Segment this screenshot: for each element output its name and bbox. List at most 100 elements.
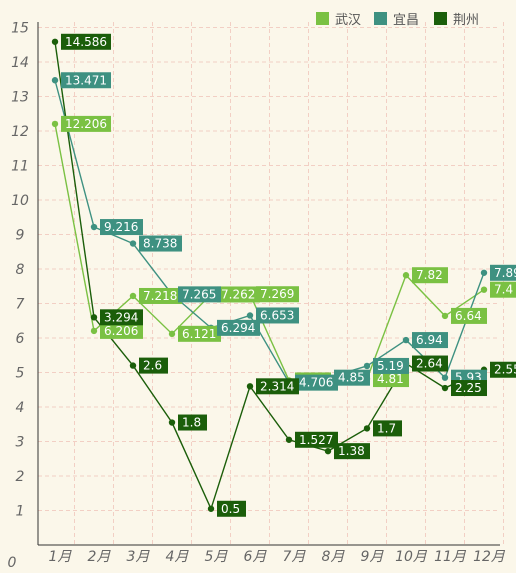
data-label-box — [373, 420, 402, 437]
data-label-box — [100, 309, 143, 326]
data-label: 0.5 — [221, 502, 240, 516]
data-label: 4.706 — [299, 376, 333, 390]
x-tick-label: 4月 — [166, 549, 190, 565]
y-tick-label: 14 — [11, 55, 29, 71]
data-label-box — [451, 380, 487, 397]
data-label: 1.7 — [377, 421, 396, 435]
data-label: 7.269 — [260, 287, 294, 301]
data-point — [129, 362, 137, 369]
data-point — [246, 312, 254, 319]
y-tick-label: 15 — [11, 21, 29, 37]
data-point — [129, 292, 137, 300]
y-tick-label: 9 — [16, 228, 25, 244]
data-label-box — [139, 357, 168, 374]
data-label-box — [178, 286, 221, 303]
data-point — [246, 383, 254, 390]
y-tick-label: 2 — [16, 469, 25, 485]
data-label-box — [412, 355, 448, 372]
data-point — [90, 327, 98, 335]
data-point — [207, 505, 215, 512]
data-labels-3: 14.586 3.294 2.6 1.8 0.5 2.314 1.527 1.38 1.7 2.6… — [61, 33, 516, 517]
x-tick-label: 10月 — [395, 549, 428, 565]
data-label: 1.527 — [299, 433, 333, 447]
data-label: 2.55 — [494, 363, 516, 377]
data-point — [441, 384, 449, 392]
data-label-box — [373, 357, 409, 374]
data-point — [51, 77, 59, 84]
data-label-box — [217, 286, 260, 303]
data-point — [324, 447, 332, 455]
data-label: 6.206 — [104, 324, 138, 338]
data-point — [480, 286, 488, 293]
data-label-box — [334, 443, 370, 460]
legend-label: 荆州 — [453, 12, 479, 28]
data-point — [363, 362, 371, 370]
data-label: 6.653 — [260, 308, 294, 322]
data-label: 7.218 — [143, 289, 177, 303]
data-label-box — [490, 281, 516, 298]
data-point — [441, 312, 449, 320]
data-point — [90, 223, 98, 231]
data-label: 6.121 — [182, 327, 216, 341]
data-label: 6.94 — [416, 333, 443, 347]
grid — [38, 22, 504, 545]
data-point — [363, 425, 371, 432]
data-label: 2.6 — [143, 359, 162, 373]
data-label-box — [139, 235, 182, 252]
x-tick-label: 6月 — [244, 549, 268, 565]
legend-swatch — [374, 12, 387, 25]
data-label: 13.471 — [65, 73, 107, 87]
data-label: 6.64 — [455, 309, 482, 323]
legend-label: 宜昌 — [393, 13, 419, 28]
y-tick-label: 7 — [16, 297, 25, 313]
data-point — [402, 272, 410, 279]
data-label-box — [61, 33, 111, 50]
data-point — [441, 374, 449, 381]
y-tick-label: 8 — [16, 262, 25, 278]
data-label: 8.738 — [143, 237, 177, 251]
data-label: 3.294 — [104, 310, 138, 324]
data-label-box — [490, 264, 516, 281]
data-label: 7.4 — [494, 283, 513, 297]
data-label-box — [412, 267, 448, 284]
data-label-box — [256, 378, 299, 395]
data-label-box — [100, 219, 143, 236]
y-tick-label: 12 — [11, 124, 29, 140]
data-point — [168, 330, 176, 338]
data-label: 12.206 — [65, 117, 107, 131]
data-label: 7.82 — [416, 268, 443, 282]
data-label: 5.19 — [377, 359, 404, 373]
data-label-box — [451, 307, 487, 324]
x-tick-label: 9月 — [361, 549, 385, 565]
data-label-box — [412, 332, 448, 349]
legend: 武汉 宜昌 荆州 — [316, 12, 479, 28]
data-label: 1.8 — [182, 416, 201, 430]
data-label: 1.38 — [338, 444, 365, 458]
data-label-box — [295, 431, 338, 448]
data-label-box — [256, 286, 299, 303]
data-point — [90, 314, 98, 321]
x-tick-label: 3月 — [127, 549, 151, 565]
data-point — [168, 419, 176, 426]
x-tick-label: 1月 — [49, 549, 73, 565]
x-tick-label: 11月 — [434, 549, 467, 565]
data-label: 2.25 — [455, 381, 482, 395]
data-point — [51, 38, 59, 45]
y-tick-label: 3 — [16, 435, 25, 451]
data-label-box — [61, 115, 111, 132]
data-label-box — [61, 72, 111, 89]
y-tick-label: 0 — [8, 555, 17, 571]
data-label: 7.89 — [494, 266, 516, 280]
data-label-box — [334, 369, 370, 386]
x-tick-label: 2月 — [88, 549, 112, 565]
data-label: 7.265 — [182, 287, 216, 301]
data-label-box — [373, 371, 409, 388]
data-label: 6.294 — [221, 321, 255, 335]
x-tick-labels: 1月 2月 3月 4月 5月 6月 7月 8月 9月 10月 11月 12月 — [49, 549, 506, 565]
y-tick-label: 10 — [11, 193, 29, 209]
data-label: 14.586 — [65, 35, 107, 49]
data-label-box — [178, 414, 207, 431]
x-tick-label: 7月 — [283, 549, 307, 565]
